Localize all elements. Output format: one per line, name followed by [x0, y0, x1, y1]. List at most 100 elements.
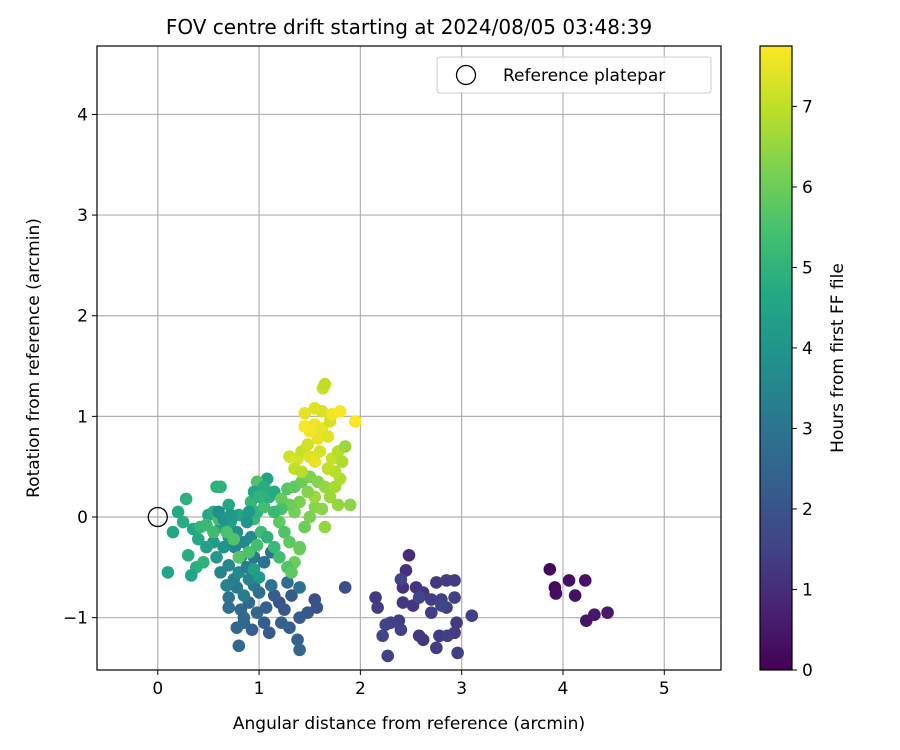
data-point: [562, 574, 576, 587]
plot-frame: [96, 45, 722, 671]
colorbar: 0 1 2 3 4 5 6 7 Hours from first FF file: [759, 45, 848, 681]
data-point: [394, 573, 408, 586]
data-point: [166, 525, 180, 539]
data-point: [237, 611, 251, 624]
data-point: [371, 601, 384, 614]
colorbar-tick-label: 4: [802, 339, 813, 359]
data-point: [257, 480, 271, 494]
data-points: [161, 377, 614, 663]
data-point: [321, 430, 335, 443]
data-point: [181, 548, 195, 562]
colorbar-tick-label: 3: [802, 419, 813, 439]
data-point: [252, 490, 266, 504]
data-point: [394, 623, 408, 637]
data-point: [402, 548, 416, 562]
data-point: [267, 589, 281, 602]
data-point: [441, 629, 454, 643]
data-point: [321, 462, 335, 476]
y-axis-label: Rotation from reference (arcmin): [24, 218, 44, 498]
data-point: [308, 402, 322, 415]
data-point: [245, 623, 259, 637]
data-point: [264, 579, 278, 592]
data-point: [237, 589, 251, 602]
data-point: [260, 530, 274, 544]
data-point: [430, 576, 443, 589]
data-point: [331, 498, 345, 512]
x-axis-ticks: 0 1 2 3 4 5: [152, 670, 670, 699]
data-point: [588, 608, 601, 621]
data-point: [318, 520, 332, 534]
y-tick-label: 0: [77, 508, 88, 528]
data-point: [176, 515, 190, 529]
data-point: [301, 438, 315, 451]
data-point: [222, 498, 235, 512]
data-point: [227, 532, 241, 546]
data-point: [210, 550, 223, 564]
data-point: [291, 633, 304, 647]
data-point: [262, 626, 276, 640]
data-point: [424, 593, 438, 606]
x-tick-label: 5: [659, 679, 670, 699]
data-point: [448, 574, 461, 587]
data-point: [285, 589, 298, 602]
data-point: [298, 420, 311, 433]
data-point: [343, 498, 357, 512]
reference-marker: [147, 506, 168, 528]
data-point: [318, 377, 332, 391]
data-point: [298, 520, 311, 534]
x-tick-label: 2: [355, 679, 366, 699]
data-point: [303, 510, 317, 524]
data-point: [278, 603, 291, 616]
data-point: [220, 579, 233, 592]
data-point: [222, 601, 235, 614]
data-point: [197, 556, 210, 569]
data-point: [200, 540, 213, 554]
data-point: [171, 505, 185, 519]
data-point: [191, 532, 205, 546]
data-point: [578, 574, 592, 587]
legend-box: [436, 56, 712, 94]
data-point: [281, 576, 294, 589]
data-point: [301, 485, 315, 499]
grid: [97, 46, 721, 670]
x-tick-label: 3: [456, 679, 467, 699]
data-point: [293, 581, 306, 594]
data-point: [311, 432, 325, 445]
colorbar-ticks: 0 1 2 3 4 5 6 7: [792, 97, 813, 681]
colorbar-tick-label: 6: [802, 178, 813, 198]
data-point: [381, 649, 395, 663]
data-point: [230, 621, 244, 635]
colorbar-tick-label: 7: [802, 97, 813, 117]
data-point: [313, 445, 327, 458]
data-point: [207, 525, 220, 539]
data-point: [601, 606, 614, 619]
data-point: [214, 566, 227, 579]
colorbar-tick-label: 5: [802, 258, 813, 278]
colorbar-label: Hours from first FF file: [828, 263, 848, 453]
data-point: [338, 581, 352, 594]
data-point: [267, 540, 281, 554]
data-point: [214, 480, 227, 494]
data-point: [179, 492, 193, 506]
legend-label: Reference platepar: [503, 66, 665, 86]
data-point: [376, 629, 389, 643]
data-point: [293, 540, 306, 554]
data-point: [242, 545, 256, 559]
x-tick-label: 1: [254, 679, 265, 699]
data-point: [242, 505, 256, 519]
data-point: [451, 646, 464, 660]
reference-platepar-marker: [147, 506, 168, 528]
data-point: [430, 641, 443, 655]
data-point: [416, 633, 430, 647]
data-point: [250, 538, 264, 552]
data-point: [293, 611, 306, 624]
data-point: [232, 550, 246, 564]
legend-marker-icon: [455, 64, 477, 86]
data-point: [308, 455, 322, 468]
data-point: [161, 566, 175, 579]
data-point: [257, 500, 271, 514]
data-point: [435, 599, 448, 612]
data-point: [275, 616, 288, 629]
data-point: [379, 618, 393, 632]
